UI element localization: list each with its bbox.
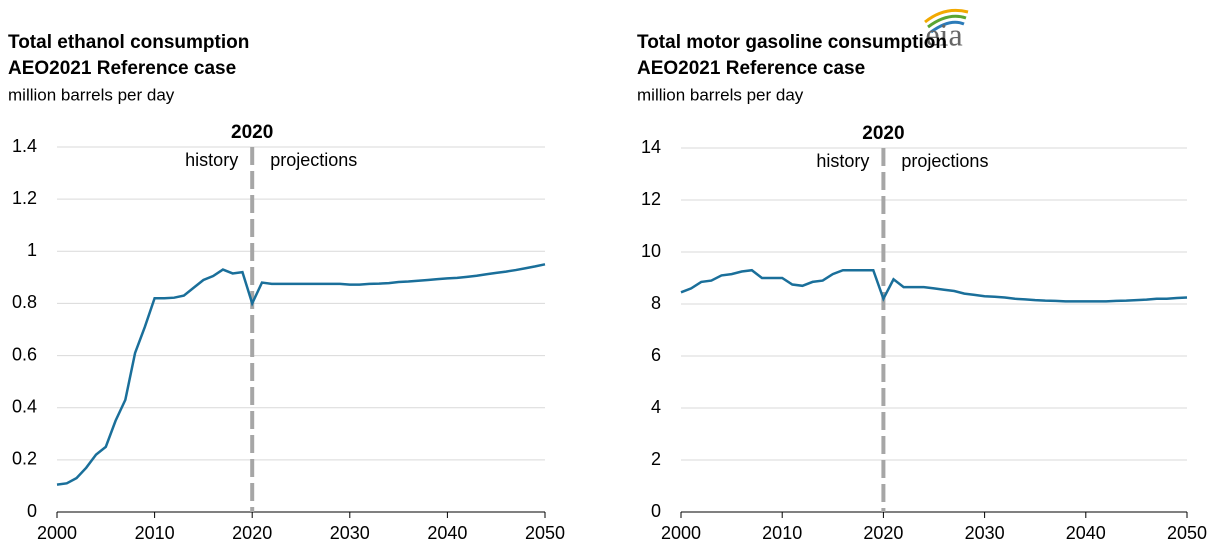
line (56, 263, 546, 486)
y-axis-label: million barrels per day (637, 85, 804, 104)
y-tick-label: 0 (651, 501, 661, 521)
y-tick-label: 1 (27, 240, 37, 260)
y-tick-label: 0.6 (12, 344, 37, 364)
chart-subtitle: AEO2021 Reference case (637, 58, 865, 79)
divider-label: 2020 (862, 123, 904, 144)
y-tick-label: 6 (651, 345, 661, 365)
chart-title: Total ethanol consumption (8, 32, 249, 53)
x-tick-label: 2010 (135, 523, 175, 543)
line (680, 268, 1188, 303)
x-tick-label: 2050 (525, 523, 565, 543)
logo-arc (924, 8, 969, 24)
y-tick-label: 10 (641, 241, 661, 261)
y-tick-label: 14 (641, 137, 661, 157)
logo-arc (927, 14, 967, 29)
projections-label: projections (270, 150, 357, 170)
y-tick-label: 2 (651, 449, 661, 469)
projections-label: projections (901, 151, 988, 171)
y-tick-label: 1.2 (12, 188, 37, 208)
x-tick-label: 2010 (762, 523, 802, 543)
x-tick-label: 2040 (1066, 523, 1106, 543)
y-tick-label: 0 (27, 501, 37, 521)
x-tick-label: 2030 (330, 523, 370, 543)
y-tick-label: 0.4 (12, 396, 37, 416)
y-tick-label: 0.2 (12, 449, 37, 469)
x-tick-label: 2020 (232, 523, 272, 543)
y-tick-label: 0.8 (12, 292, 37, 312)
logo-text: eia (925, 16, 962, 52)
x-tick-label: 2000 (661, 523, 701, 543)
logo: eia (924, 8, 969, 52)
x-tick-label: 2050 (1167, 523, 1207, 543)
history-label: history (816, 151, 869, 171)
y-tick-label: 4 (651, 397, 661, 417)
y-axis-label: million barrels per day (8, 85, 175, 104)
x-tick-label: 2030 (965, 523, 1005, 543)
x-tick-label: 2000 (37, 523, 77, 543)
divider-label: 2020 (231, 122, 273, 143)
x-tick-label: 2040 (427, 523, 467, 543)
logo-arc (930, 20, 965, 34)
x-tick-label: 2020 (863, 523, 903, 543)
y-tick-label: 8 (651, 293, 661, 313)
y-tick-label: 1.4 (12, 136, 37, 156)
y-tick-label: 12 (641, 189, 661, 209)
chart-title: Total motor gasoline consumption (637, 32, 947, 53)
chart-subtitle: AEO2021 Reference case (8, 58, 236, 79)
history-label: history (185, 150, 238, 170)
